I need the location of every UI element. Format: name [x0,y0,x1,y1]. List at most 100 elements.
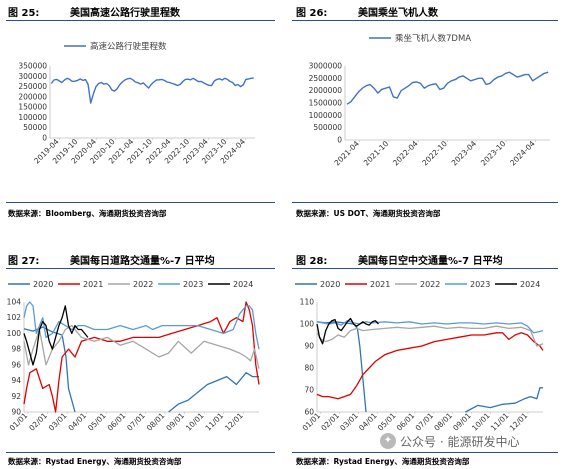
x-tick-label: 05/01 [376,411,398,433]
figure-27-chart: 909294969810010210401/0102/0103/0104/010… [7,280,260,433]
figure-28-caption: 美国每日空中交通量%-7 日平均 [358,256,503,267]
y-tick-label: 2000000 [309,86,343,95]
y-tick-label: 100 [300,320,315,329]
x-tick-label: 2021-10 [362,139,391,168]
figure-25-top-rule [6,20,275,21]
series-line-2021 [23,301,260,413]
y-tick-label: 0 [42,134,47,143]
x-tick-label: 05/01 [86,411,108,433]
x-tick-label: 09/01 [164,411,186,433]
figure-28-source: 数据来源：Rystad Energy、海通期货投资咨询部 [296,457,470,466]
series-line-2023 [23,301,260,350]
y-tick-label: 80 [304,364,314,373]
figure-27-number: 图 27: [8,256,40,267]
figure-25-title: 图 25: 美国高速公路行驶里程数 [8,4,180,19]
figure-28-chart: 6070809010011001/0102/0103/0104/0105/010… [295,280,544,433]
legend-label: 2023 [183,280,203,289]
legend-label: 2024 [233,280,253,289]
x-tick-label: 10/01 [470,411,492,433]
legend-label: 2023 [470,280,490,289]
x-tick-label: 03/01 [47,411,69,433]
figure-28-top-rule [292,268,558,269]
y-tick-label: 1000000 [309,111,343,120]
y-tick-label: 102 [7,313,22,322]
figure-26-top-rule [292,20,558,21]
figure-27-top-rule [6,268,275,269]
legend-label: 高速公路行驶里程数 [90,41,167,52]
figure-25-bottom-rule [6,202,275,203]
x-tick-label: 2023-10 [479,139,508,168]
y-tick-label: 100000 [18,113,47,122]
figure-27-title: 图 27: 美国每日道路交通量%-7 日平均 [8,252,215,267]
y-tick-label: 1500000 [309,99,343,108]
series-line-2024 [23,305,89,366]
figure-27-source: 数据来源：Rystad Energy、海通期货投资咨询部 [8,457,182,466]
figure-26-number: 图 26: [296,8,328,19]
figure-25-caption: 美国高速公路行驶里程数 [70,8,180,19]
figure-28-title: 图 28: 美国每日空中交通量%-7 日平均 [296,252,503,267]
y-tick-label: 104 [7,298,22,307]
series-line-2021 [316,332,544,400]
y-tick-label: 300000 [18,72,47,81]
y-tick-label: 200000 [18,92,47,101]
x-tick-label: 2022-04 [391,139,420,168]
x-tick-label: 11/01 [489,411,511,433]
x-tick-label: 10/01 [184,411,206,433]
x-tick-label: 07/01 [125,411,147,433]
wechat-icon: ✦ [380,433,396,449]
legend-label: 2021 [83,280,103,289]
y-tick-label: 94 [11,376,21,385]
y-tick-label: 250000 [18,82,47,91]
figure-26-chart: 0 500000 1000000 1500000 2000000 2500000 30000… [309,33,550,168]
y-tick-label: 90 [304,342,314,351]
legend-label: 2024 [520,280,540,289]
x-tick-label: 08/01 [432,411,454,433]
legend-label: 乘坐飞机人数7DMA [395,33,471,44]
x-tick-label: 06/01 [106,411,128,433]
series-line-2020 [465,387,543,413]
x-tick-label: 02/01 [319,411,341,433]
y-tick-label: 98 [11,345,21,354]
y-tick-label: 60 [304,408,314,417]
figure-25-number: 图 25: [8,8,40,19]
series-line-2022 [23,324,260,369]
x-tick-label: 2024-04 [508,139,537,168]
legend-label: 2020 [33,280,53,289]
x-tick-label: 12/01 [223,411,245,433]
figure-26-caption: 美国乘坐飞机人数 [358,8,438,19]
y-tick-label: 70 [304,386,314,395]
series-line-2020 [168,372,259,413]
series-line-2022 [316,325,544,347]
figure-27-caption: 美国每日道路交通量%-7 日平均 [70,256,215,267]
x-tick-label: 2023-04 [450,139,479,168]
figure-28-bottom-rule [292,452,558,453]
x-tick-label: 06/01 [395,411,417,433]
y-tick-label: 0 [337,136,342,145]
figure-26-title: 图 26: 美国乘坐飞机人数 [296,4,438,19]
series-line-2024 [316,317,379,345]
y-tick-label: 96 [11,360,21,369]
figure-26-source: 数据来源：US DOT、海通期货投资咨询部 [296,209,441,218]
figure-27-bottom-rule [6,452,275,453]
y-tick-label: 90 [11,408,21,417]
y-tick-label: 3000000 [309,62,343,71]
y-tick-label: 92 [11,392,21,401]
x-tick-label: 2022-10 [420,139,449,168]
legend-label: 2020 [320,280,340,289]
x-tick-label: 09/01 [451,411,473,433]
x-tick-label: 04/01 [357,411,379,433]
legend-label: 2022 [133,280,153,289]
figure-25-source: 数据来源：Bloomberg、海通期货投资咨询部 [8,209,167,218]
x-tick-label: 04/01 [66,411,88,433]
x-tick-label: 02/01 [27,411,49,433]
y-tick-label: 2500000 [309,74,343,83]
x-tick-label: 11/01 [204,411,226,433]
y-tick-label: 110 [300,298,315,307]
y-tick-label: 150000 [18,103,47,112]
legend-label: 2022 [420,280,440,289]
figure-28-number: 图 28: [296,256,328,267]
y-tick-label: 500000 [313,123,342,132]
figure-26-bottom-rule [292,202,558,203]
y-tick-label: 350000 [18,62,47,71]
